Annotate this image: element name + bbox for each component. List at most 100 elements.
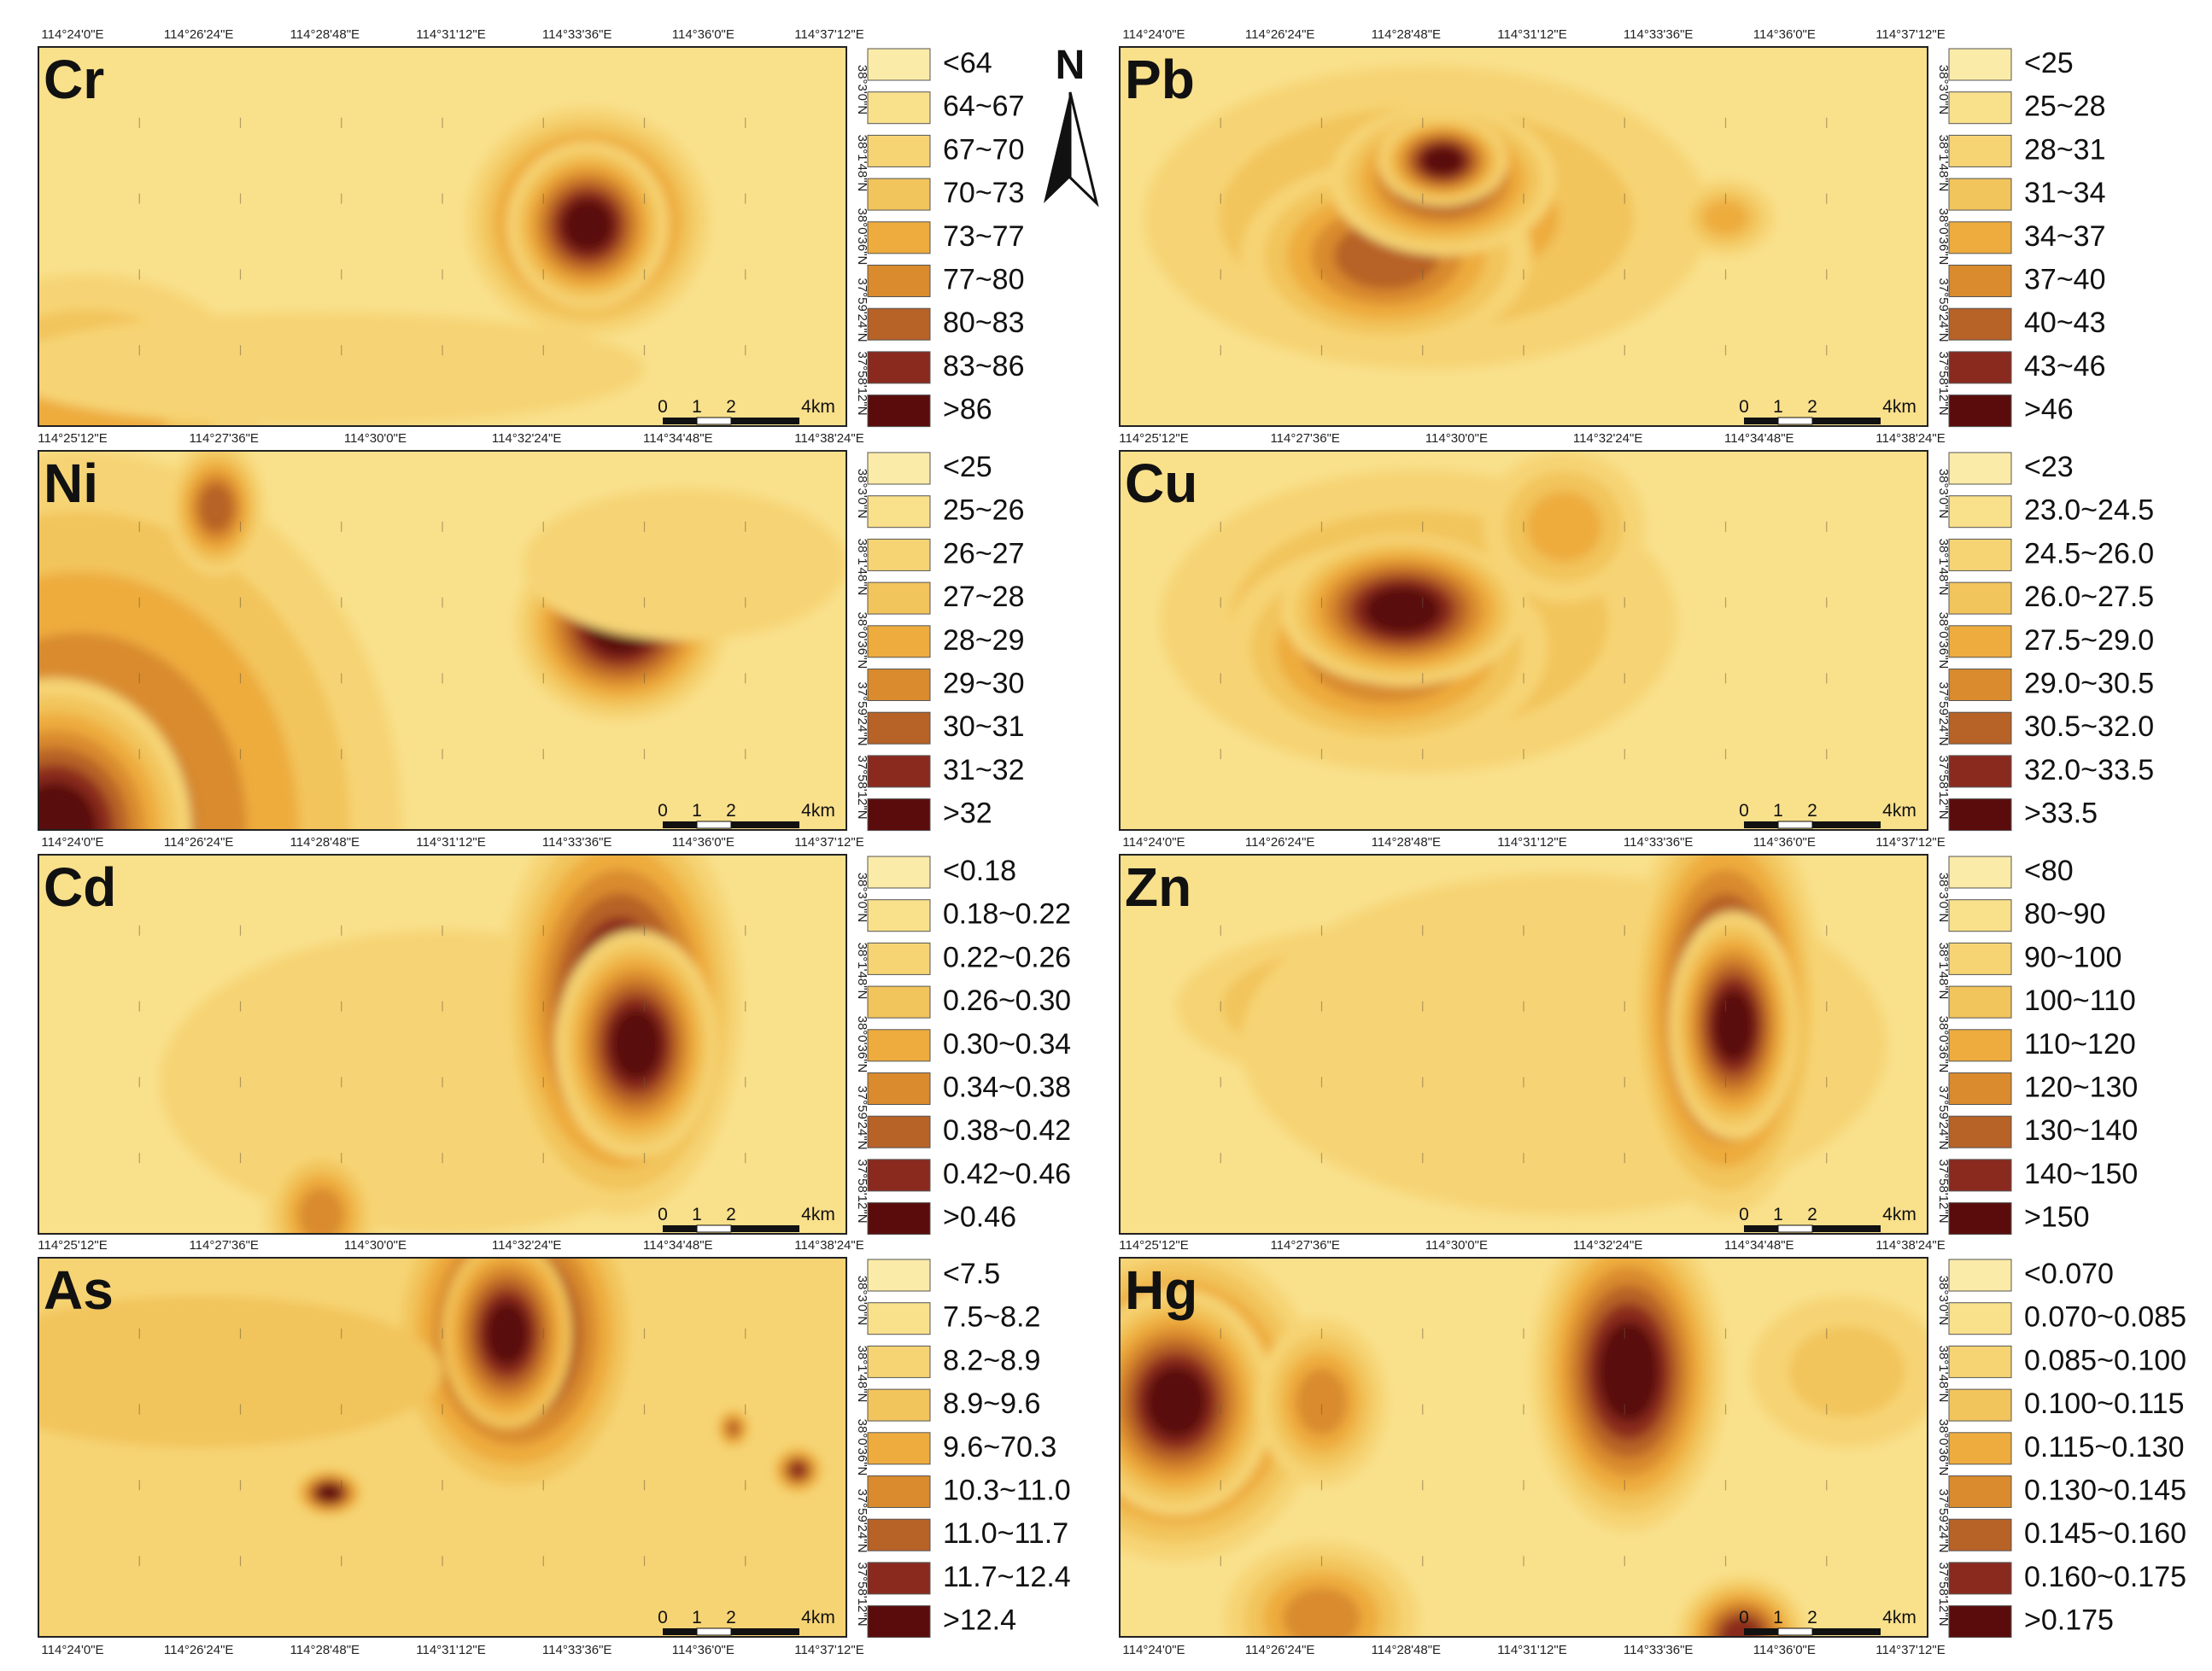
- legend-label: 110~120: [2024, 1028, 2136, 1060]
- contour-zone: [1283, 1587, 1361, 1637]
- legend-swatch: [867, 221, 931, 254]
- legend-label: >46: [2024, 394, 2074, 426]
- legend-label: 25~26: [943, 494, 1025, 527]
- scale-bar-seg: [1777, 1627, 1813, 1636]
- map-frame: [38, 450, 847, 831]
- scale-bar-label: 1: [692, 1205, 702, 1224]
- scale-bar-seg: [1744, 821, 1778, 828]
- legend-label: 10.3~11.0: [943, 1474, 1071, 1506]
- contour-zone: [523, 488, 846, 640]
- legend-swatch: [1948, 1072, 2012, 1105]
- legend-label: 37~40: [2024, 263, 2106, 295]
- legend-label: <0.18: [943, 855, 1016, 887]
- legend-label: 80~83: [943, 307, 1025, 339]
- scale-bar-seg: [663, 1225, 697, 1232]
- latitude-label: 38°1'48"N: [855, 943, 869, 1000]
- longitude-label: 114°27'36"E: [1270, 1238, 1339, 1253]
- latitude-label: 38°3'0"N: [855, 1276, 869, 1325]
- element-label: As: [44, 1259, 114, 1321]
- scale-bar-seg: [696, 821, 732, 829]
- longitude-label: 114°30'0"E: [344, 431, 407, 446]
- map-contours: [1160, 451, 1677, 774]
- longitude-label: 114°36'0"E: [1753, 835, 1816, 850]
- legend-label: 64~67: [943, 91, 1025, 123]
- element-label: Hg: [1125, 1259, 1197, 1321]
- legend-swatch: [867, 942, 931, 975]
- legend-label: <25: [2024, 47, 2074, 79]
- contour-zone: [1703, 200, 1748, 236]
- legend-swatch: [867, 351, 931, 384]
- map-frame: [38, 1257, 847, 1638]
- legend-swatch: [867, 856, 931, 889]
- scale-bar-label: 4km: [1882, 801, 1916, 821]
- legend-swatch: [1948, 1605, 2012, 1639]
- legend-swatch: [1948, 452, 2012, 485]
- scale-bar-seg: [1812, 821, 1881, 828]
- longitude-label: 114°28'48"E: [290, 27, 360, 42]
- latitude-label: 37°59'24"N: [855, 278, 869, 342]
- scale-bar-seg: [696, 417, 732, 425]
- scale-bar-label: 4km: [801, 1205, 835, 1224]
- latitude-label: 38°3'0"N: [1936, 873, 1951, 922]
- scale-bar-label: 1: [692, 397, 702, 417]
- legend-label: 32.0~33.5: [2024, 754, 2154, 786]
- scale-bar-seg: [731, 418, 799, 424]
- contour-zone: [198, 482, 234, 533]
- longitude-label: 114°36'0"E: [672, 27, 734, 42]
- longitude-label: 114°33'36"E: [542, 27, 612, 42]
- longitude-label: 114°36'0"E: [1753, 27, 1816, 42]
- scale-bar-label: 1: [1773, 397, 1783, 417]
- longitude-label: 114°36'0"E: [672, 835, 734, 850]
- latitude-label: 38°1'48"N: [855, 539, 869, 596]
- scale-bar-seg: [696, 1627, 732, 1636]
- longitude-label: 114°26'24"E: [1245, 835, 1314, 850]
- scale-bar-label: 2: [1807, 397, 1817, 417]
- legend-swatch: [867, 1518, 931, 1551]
- scale-bar-label: 0: [1739, 1608, 1749, 1627]
- element-label: Ni: [44, 453, 98, 514]
- contour-zone: [1788, 1325, 1905, 1417]
- legend-swatch: [867, 755, 931, 788]
- latitude-label: 37°58'12"N: [1936, 351, 1951, 415]
- legend-label: 0.26~0.30: [943, 984, 1071, 1017]
- legend-label: 77~80: [943, 263, 1025, 295]
- map-frame: [38, 854, 847, 1235]
- legend-label: 0.34~0.38: [943, 1071, 1071, 1103]
- legend-swatch: [867, 1259, 931, 1292]
- longitude-label: 114°37'12"E: [794, 835, 863, 850]
- latitude-label: 38°0'36"N: [1936, 1016, 1951, 1073]
- latitude-label: 38°1'48"N: [1936, 943, 1951, 1000]
- scale-bar-label: 0: [658, 1205, 668, 1224]
- scale-bar-seg: [1744, 1628, 1778, 1635]
- scale-bar-label: 4km: [801, 397, 835, 417]
- contour-zone: [562, 198, 614, 252]
- legend-swatch: [867, 985, 931, 1019]
- legend-label: 0.145~0.160: [2024, 1517, 2186, 1550]
- legend-swatch: [1948, 1562, 2012, 1595]
- legend-label: 29.0~30.5: [2024, 667, 2154, 699]
- latitude-label: 38°0'36"N: [1936, 612, 1951, 669]
- legend-label: 0.22~0.26: [943, 941, 1071, 973]
- latitude-label: 37°59'24"N: [1936, 1488, 1951, 1552]
- longitude-label: 114°34'48"E: [643, 1238, 712, 1253]
- longitude-label: 114°31'12"E: [416, 1643, 485, 1657]
- scale-bar-seg: [663, 821, 697, 828]
- legend-swatch: [1948, 711, 2012, 745]
- latitude-label: 37°58'12"N: [855, 1562, 869, 1626]
- legend-label: 8.2~8.9: [943, 1344, 1040, 1376]
- legend-label: 28~29: [943, 624, 1025, 657]
- scale-bar-seg: [696, 1224, 732, 1233]
- scale-bar-seg: [663, 1628, 697, 1635]
- latitude-label: 38°3'0"N: [1936, 469, 1951, 518]
- longitude-label: 114°25'12"E: [38, 431, 107, 446]
- map-panel: Pb 0 1 2 4km 114°24'0"E 114°26'24"E 114°28'48"E…: [1119, 27, 2106, 428]
- legend-label: >33.5: [2024, 798, 2098, 830]
- scale-bar-seg: [1812, 1628, 1881, 1635]
- longitude-label: 114°33'36"E: [1624, 1643, 1693, 1657]
- latitude-label: 38°1'48"N: [1936, 539, 1951, 596]
- latitude-label: 38°1'48"N: [855, 1346, 869, 1403]
- contour-zone: [1598, 1321, 1659, 1422]
- scale-bar-label: 1: [1773, 1608, 1783, 1627]
- legend-swatch: [1948, 394, 2012, 428]
